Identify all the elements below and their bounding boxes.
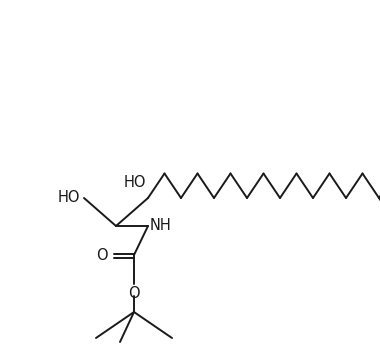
Text: HO: HO [124,175,146,190]
Text: HO: HO [57,190,80,206]
Text: O: O [128,286,140,301]
Text: O: O [97,249,108,264]
Text: NH: NH [150,219,172,233]
